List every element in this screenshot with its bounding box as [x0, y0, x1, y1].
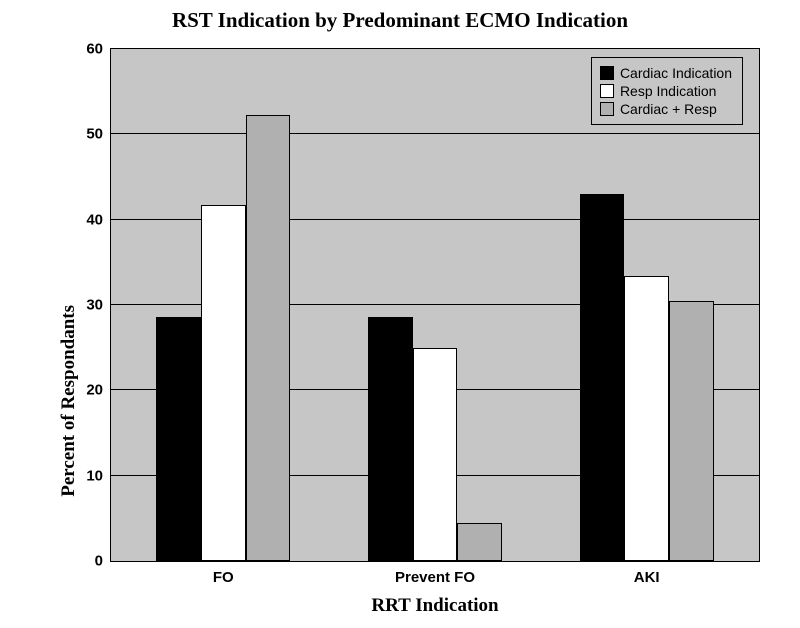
legend-swatch-icon: [600, 102, 614, 116]
y-tick-label: 30: [86, 297, 103, 314]
y-tick-label: 10: [86, 467, 103, 484]
legend: Cardiac IndicationResp IndicationCardiac…: [591, 57, 743, 125]
legend-row: Cardiac Indication: [600, 65, 732, 82]
bar-both: [457, 523, 502, 561]
legend-label: Cardiac Indication: [620, 65, 732, 82]
x-tick-label: Prevent FO: [395, 569, 475, 586]
bar-layer: [111, 49, 759, 561]
bar-cardiac: [580, 194, 625, 561]
x-tick-label: FO: [213, 569, 234, 586]
legend-label: Resp Indication: [620, 83, 717, 100]
x-axis-title: RRT Indication: [111, 595, 759, 617]
y-tick-label: 40: [86, 211, 103, 228]
chart-container: RST Indication by Predominant ECMO Indic…: [0, 0, 800, 628]
bar-resp: [413, 348, 458, 561]
y-tick-label: 60: [86, 41, 103, 58]
legend-label: Cardiac + Resp: [620, 101, 717, 118]
chart-title: RST Indication by Predominant ECMO Indic…: [0, 8, 800, 33]
bar-resp: [201, 205, 246, 561]
bar-cardiac: [368, 317, 413, 561]
y-tick-label: 50: [86, 126, 103, 143]
y-tick-label: 20: [86, 382, 103, 399]
legend-row: Cardiac + Resp: [600, 101, 732, 118]
legend-row: Resp Indication: [600, 83, 732, 100]
bar-both: [246, 115, 291, 561]
y-tick-label: 0: [95, 553, 103, 570]
plot-area: Cardiac IndicationResp IndicationCardiac…: [110, 48, 760, 562]
bar-resp: [624, 276, 669, 561]
y-axis-title: Percent of Respondants: [58, 305, 80, 497]
bar-cardiac: [156, 317, 201, 561]
x-tick-label: AKI: [634, 569, 660, 586]
legend-swatch-icon: [600, 84, 614, 98]
legend-swatch-icon: [600, 66, 614, 80]
bar-both: [669, 301, 714, 561]
